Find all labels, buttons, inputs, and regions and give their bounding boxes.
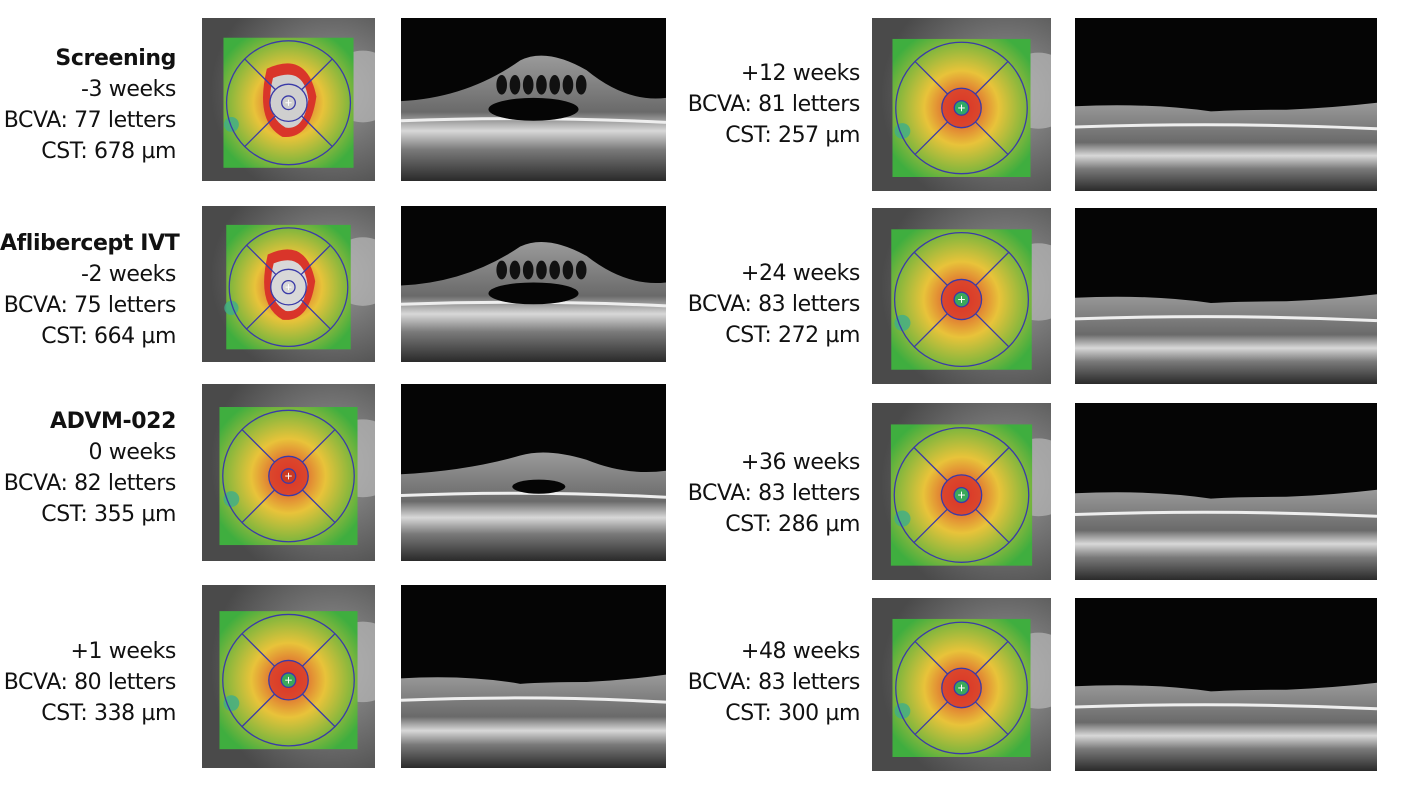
visit-cst: CST: 338 µm (41, 701, 176, 726)
visit-bcva: BCVA: 82 letters (3, 471, 177, 496)
visit-title: Aflibercept IVT (0, 231, 180, 256)
visit-label-week36: +36 weeks BCVA: 83 letters CST: 286 µm (684, 447, 861, 540)
visit-cst: CST: 355 µm (41, 502, 176, 527)
visit-time: +1 weeks (70, 639, 177, 664)
visit-label-advm022: ADVM-022 0 weeks BCVA: 82 letters CST: 3… (0, 406, 177, 530)
fundus-thickness-map (202, 585, 375, 768)
oct-scan (401, 384, 666, 561)
oct-scan (401, 18, 666, 181)
visit-bcva: BCVA: 75 letters (3, 293, 177, 318)
visit-bcva: BCVA: 83 letters (687, 481, 861, 506)
fundus-thickness-map (202, 206, 375, 362)
visit-cst: CST: 664 µm (41, 324, 176, 349)
fundus-thickness-map (872, 598, 1051, 771)
visit-time: -3 weeks (81, 77, 176, 102)
fundus-thickness-map (202, 18, 375, 181)
visit-cst: CST: 300 µm (725, 701, 860, 726)
oct-scan (401, 206, 666, 362)
visit-time: +12 weeks (740, 61, 860, 86)
visit-time: +24 weeks (740, 261, 860, 286)
fundus-thickness-map (872, 18, 1051, 191)
visit-time: 0 weeks (88, 440, 177, 465)
visit-label-week1: +1 weeks BCVA: 80 letters CST: 338 µm (0, 636, 177, 729)
visit-bcva: BCVA: 83 letters (687, 292, 861, 317)
fundus-thickness-map (872, 208, 1051, 384)
visit-cst: CST: 272 µm (725, 323, 860, 348)
visit-label-week48: +48 weeks BCVA: 83 letters CST: 300 µm (684, 636, 861, 729)
visit-title: ADVM-022 (49, 409, 176, 434)
visit-cst: CST: 286 µm (725, 512, 860, 537)
visit-cst: CST: 257 µm (725, 123, 860, 148)
oct-scan (401, 585, 666, 768)
fundus-thickness-map (872, 403, 1051, 580)
oct-scan (1075, 598, 1377, 771)
visit-cst: CST: 678 µm (41, 139, 176, 164)
oct-scan (1075, 208, 1377, 384)
visit-title: Screening (55, 46, 176, 71)
visit-label-week12: +12 weeks BCVA: 81 letters CST: 257 µm (684, 58, 861, 151)
visit-label-week24: +24 weeks BCVA: 83 letters CST: 272 µm (684, 258, 861, 351)
visit-time: +48 weeks (740, 639, 860, 664)
oct-scan (1075, 18, 1377, 191)
visit-label-aflibercept: Aflibercept IVT -2 weeks BCVA: 75 letter… (0, 228, 180, 352)
visit-time: -2 weeks (81, 262, 176, 287)
visit-label-screening: Screening -3 weeks BCVA: 77 letters CST:… (0, 43, 177, 167)
fundus-thickness-map (202, 384, 375, 561)
visit-bcva: BCVA: 77 letters (3, 108, 177, 133)
visit-bcva: BCVA: 81 letters (687, 92, 861, 117)
visit-bcva: BCVA: 83 letters (687, 670, 861, 695)
visit-bcva: BCVA: 80 letters (3, 670, 177, 695)
oct-scan (1075, 403, 1377, 580)
visit-time: +36 weeks (740, 450, 860, 475)
